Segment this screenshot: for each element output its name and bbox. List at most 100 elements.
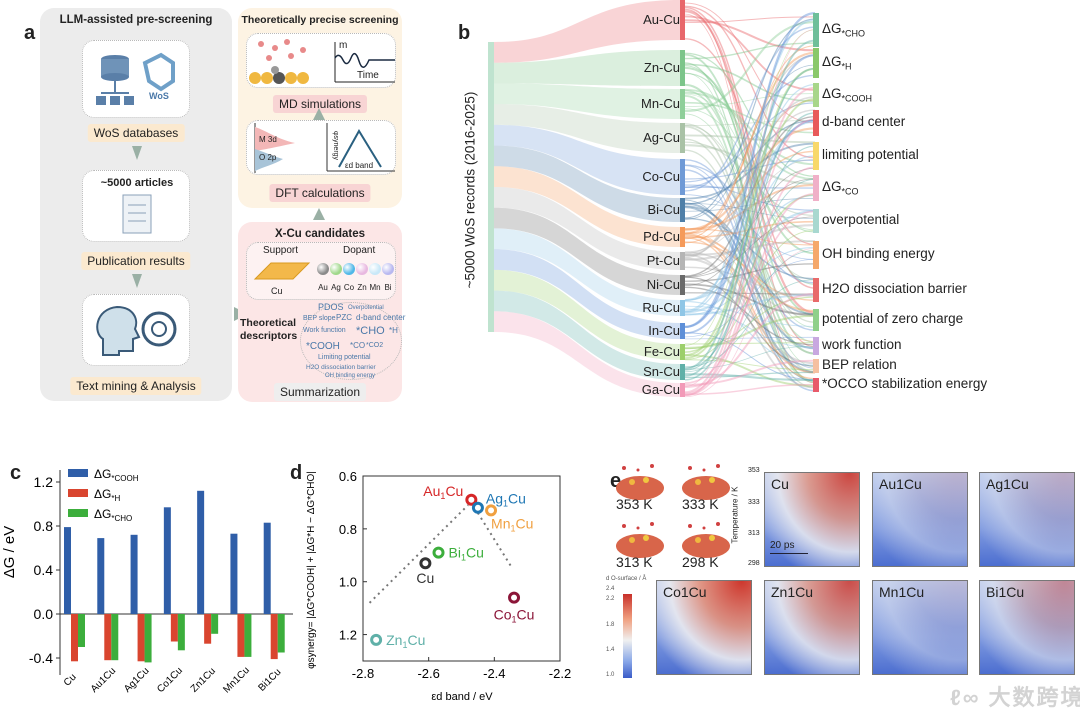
sankey-right-node-bar <box>813 378 819 392</box>
watermark: ℓ∞ 大数跨境 <box>950 685 1080 710</box>
pdos-o2p: O 2p <box>259 153 277 162</box>
sankey-link <box>684 64 816 220</box>
sankey-link <box>684 240 816 256</box>
sankey-left-node-bar <box>680 364 685 380</box>
sankey-link <box>684 115 816 277</box>
dopant-label: Co <box>343 283 355 292</box>
articles-box: ~5000 articles <box>82 170 190 242</box>
sankey-left-node-bar <box>680 50 685 86</box>
dopant-atom-icon <box>317 263 329 275</box>
sankey-left-node-bar <box>680 0 685 40</box>
sankey-link <box>684 232 816 374</box>
sankey-link <box>684 217 816 280</box>
dft-illustration <box>254 123 395 173</box>
sankey-flow <box>494 187 680 270</box>
publication-results-label: Publication results <box>81 252 191 270</box>
sankey-link <box>684 101 816 134</box>
sankey-link <box>684 72 816 233</box>
data-point <box>419 557 432 570</box>
summarization-label: Summarization <box>273 383 367 401</box>
sankey-flow <box>494 228 680 316</box>
y-tick-label: 0.8 <box>339 522 357 537</box>
sankey-right-node-bar <box>813 142 819 170</box>
sankey-link <box>684 184 816 211</box>
sankey-flow <box>494 311 680 397</box>
sankey-link <box>684 89 816 343</box>
node-subscript: *CHO <box>841 28 866 39</box>
data-point <box>432 546 445 559</box>
x-tick-label: Co1Cu <box>155 665 185 695</box>
sankey-link <box>684 112 816 381</box>
dft-calculations-label: DFT calculations <box>269 184 371 202</box>
panel-label-c: c <box>10 462 22 484</box>
data-point <box>485 504 498 517</box>
legend-sub: *H <box>111 494 120 503</box>
sankey-link <box>684 144 816 185</box>
x-tick-label: -2.2 <box>549 666 571 681</box>
sankey-right-node: H2O dissociation barrier <box>822 281 967 296</box>
bar-gcooh <box>263 522 271 614</box>
dopant-label: Dopant <box>343 245 376 256</box>
sankey-link <box>684 74 816 189</box>
point-label-rest: Cu <box>516 515 534 531</box>
sankey-link <box>684 234 816 312</box>
sankey-link <box>684 113 816 328</box>
bar-gcho <box>111 614 119 661</box>
sankey-link <box>684 67 816 377</box>
sankey-right-node-bar <box>813 278 819 302</box>
sankey-link <box>684 141 816 217</box>
sankey-link <box>684 93 816 243</box>
node-label: ΔG <box>822 21 842 36</box>
y-tick-label: 1.0 <box>339 575 357 590</box>
sankey-link <box>684 13 816 384</box>
sankey-link <box>684 52 816 177</box>
sankey-left-node-bar <box>680 383 685 397</box>
sankey-link <box>684 51 816 235</box>
sankey-link <box>684 199 816 382</box>
sankey-link <box>684 383 816 395</box>
colorbar-tick: 2.4 <box>606 586 615 592</box>
sankey-flow <box>494 0 680 63</box>
sankey-link <box>684 373 816 382</box>
sankey-link <box>684 29 816 346</box>
sankey-link <box>684 292 816 388</box>
panel-label-b: b <box>458 22 471 44</box>
bar-gh <box>71 614 78 662</box>
bar-gh <box>204 614 212 644</box>
sankey-left-node: Ga-Cu <box>641 382 680 397</box>
descriptor-term: Work function <box>303 327 346 334</box>
candidates-title: X-Cu candidates <box>274 228 366 240</box>
sankey-right-node: overpotential <box>822 212 899 227</box>
bar-gh <box>170 614 178 642</box>
sankey-link <box>684 93 816 107</box>
sankey-link <box>684 194 816 260</box>
descriptor-term: *COOH <box>306 341 340 352</box>
sankey-link <box>684 266 816 297</box>
sankey-left-node: Ag-Cu <box>643 130 680 145</box>
legend-entry: ΔG*H <box>94 487 120 503</box>
heatmap-label: Au1Cu <box>879 476 922 492</box>
point-label-sub: 1 <box>503 499 508 509</box>
x-tick-label: Bi1Cu <box>256 667 283 694</box>
sankey-link <box>684 8 816 348</box>
sankey-right-node-bar <box>813 175 819 201</box>
dopant-label: Bi <box>384 283 392 292</box>
dft-box: M 3d O 2p φsynergy εd band <box>246 120 396 175</box>
wos-databases-label: WoS databases <box>87 124 185 142</box>
wos-logo-text: WoS <box>149 91 169 101</box>
y-axis-label: ΔG / eV <box>1 526 18 579</box>
y-tick-label: 0.4 <box>34 562 54 578</box>
prescreening-title: LLM-assisted pre-screening <box>59 14 213 26</box>
sankey-right-node: ΔG*CHO <box>822 21 865 39</box>
sankey-link <box>684 193 816 353</box>
node-subscript: *CO <box>841 186 859 197</box>
sankey-right-node: ΔG*CO <box>822 179 859 197</box>
node-label: overpotential <box>822 212 900 227</box>
colorbar-tick: 1.8 <box>606 622 615 628</box>
sankey-link <box>684 336 816 340</box>
data-point <box>465 493 478 506</box>
sankey-link <box>684 354 816 387</box>
sankey-link <box>684 159 816 180</box>
dopant-atom-icon <box>382 263 394 275</box>
descriptors-label-text: Theoretical descriptors <box>240 317 298 342</box>
